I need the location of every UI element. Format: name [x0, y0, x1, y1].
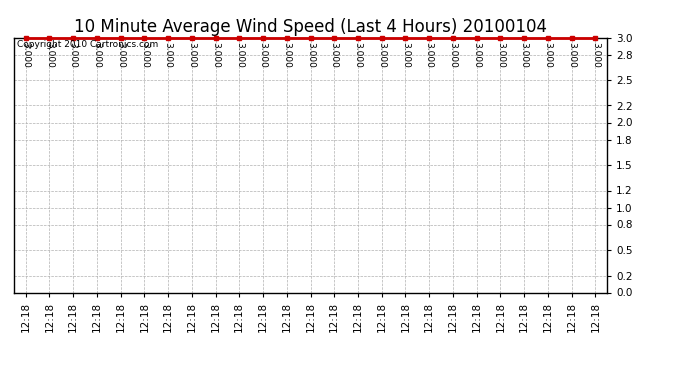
Text: 3.000: 3.000 — [45, 42, 54, 68]
Text: 3.000: 3.000 — [306, 42, 315, 68]
Text: 3.000: 3.000 — [330, 42, 339, 68]
Text: 3.000: 3.000 — [187, 42, 197, 68]
Text: 3.000: 3.000 — [424, 42, 434, 68]
Text: 3.000: 3.000 — [520, 42, 529, 68]
Text: 3.000: 3.000 — [543, 42, 553, 68]
Text: 3.000: 3.000 — [92, 42, 101, 68]
Text: 3.000: 3.000 — [401, 42, 410, 68]
Text: 3.000: 3.000 — [282, 42, 291, 68]
Text: 3.000: 3.000 — [116, 42, 125, 68]
Text: 3.000: 3.000 — [377, 42, 386, 68]
Text: 3.000: 3.000 — [472, 42, 481, 68]
Text: 3.000: 3.000 — [235, 42, 244, 68]
Text: 3.000: 3.000 — [591, 42, 600, 68]
Text: Copyright 2010 Cartronics.com: Copyright 2010 Cartronics.com — [17, 40, 158, 49]
Text: 3.000: 3.000 — [164, 42, 172, 68]
Text: 3.000: 3.000 — [448, 42, 457, 68]
Title: 10 Minute Average Wind Speed (Last 4 Hours) 20100104: 10 Minute Average Wind Speed (Last 4 Hou… — [74, 18, 547, 36]
Text: 3.000: 3.000 — [68, 42, 78, 68]
Text: 3.000: 3.000 — [353, 42, 362, 68]
Text: 3.000: 3.000 — [259, 42, 268, 68]
Text: 3.000: 3.000 — [211, 42, 220, 68]
Text: 3.000: 3.000 — [496, 42, 505, 68]
Text: 3.000: 3.000 — [21, 42, 30, 68]
Text: 3.000: 3.000 — [140, 42, 149, 68]
Text: 3.000: 3.000 — [567, 42, 576, 68]
